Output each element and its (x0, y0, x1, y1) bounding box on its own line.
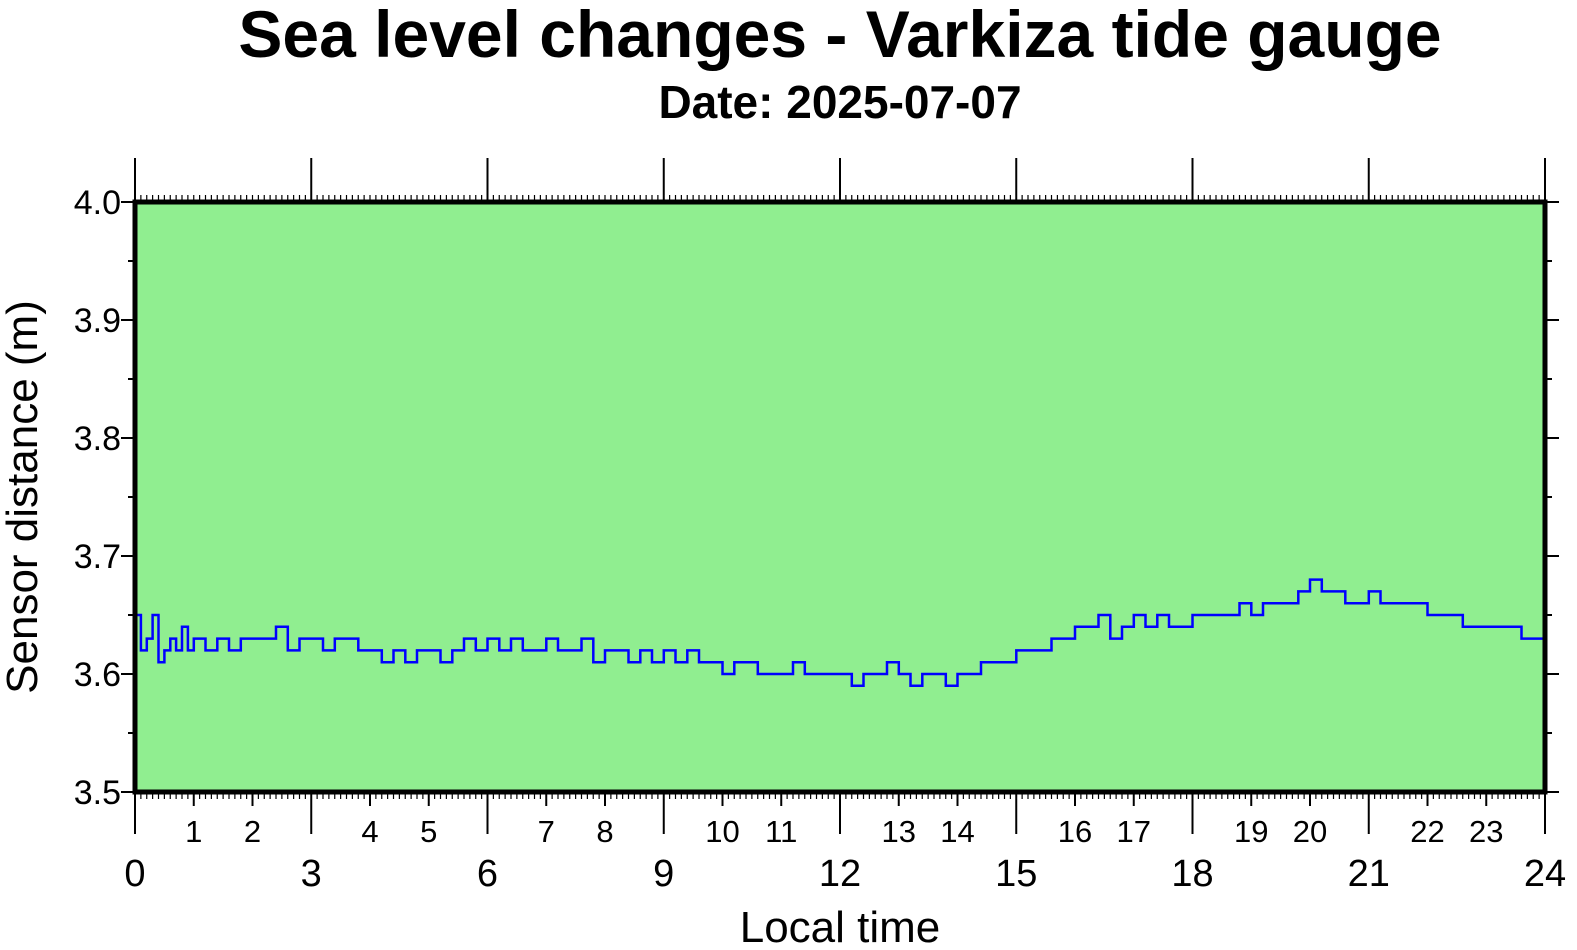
y-axis-tick-labels: 3.5 3.6 3.7 3.8 3.9 4.0 (74, 184, 121, 812)
x-minor-tick-label: 10 (705, 814, 739, 849)
x-minor-tick-label: 7 (538, 814, 555, 849)
x-axis-tick-labels: 1 2 4 5 7 8 10 11 13 14 16 17 19 20 22 230 3 6 9 12 15 18 21 24 (124, 814, 1566, 895)
x-major-tick-label: 21 (1348, 853, 1390, 895)
x-major-tick-label: 3 (301, 853, 322, 895)
chart-subtitle: Date: 2025-07-07 (658, 76, 1021, 128)
plot-area (135, 202, 1545, 792)
x-major-tick-label: 0 (124, 853, 145, 895)
x-minor-tick-label: 19 (1234, 814, 1268, 849)
x-minor-tick-label: 2 (244, 814, 261, 849)
x-major-tick-label: 15 (995, 853, 1037, 895)
y-tick-label: 3.8 (74, 420, 121, 458)
sea-level-line (135, 578, 1545, 688)
x-minor-tick-label: 14 (940, 814, 974, 849)
x-minor-tick-label: 5 (420, 814, 437, 849)
x-major-tick-label: 6 (477, 853, 498, 895)
x-major-tick-label: 24 (1524, 853, 1566, 895)
x-minor-tick-label: 11 (765, 814, 797, 849)
x-axis-label: Local time (740, 903, 941, 950)
x-minor-tick-label: 8 (596, 814, 613, 849)
x-major-tick-label: 18 (1171, 853, 1213, 895)
y-tick-label: 3.5 (74, 774, 121, 812)
x-minor-tick-label: 22 (1410, 814, 1444, 849)
y-tick-label: 3.7 (74, 538, 121, 576)
x-major-tick-label: 9 (653, 853, 674, 895)
x-minor-tick-label: 1 (185, 814, 202, 849)
x-minor-tick-label: 23 (1469, 814, 1503, 849)
y-tick-label: 4.0 (74, 184, 121, 222)
x-minor-tick-label: 20 (1293, 814, 1327, 849)
x-minor-tick-label: 17 (1117, 814, 1151, 849)
y-tick-label: 3.6 (74, 656, 121, 694)
plot-frame (132, 199, 1548, 795)
x-minor-tick-label: 13 (882, 814, 916, 849)
y-axis-label: Sensor distance (m) (0, 300, 47, 694)
x-major-tick-label: 12 (819, 853, 861, 895)
x-minor-tick-label: 16 (1058, 814, 1092, 849)
chart-title: Sea level changes - Varkiza tide gauge (238, 0, 1441, 71)
y-tick-label: 3.9 (74, 302, 121, 340)
x-minor-tick-label: 4 (361, 814, 378, 849)
